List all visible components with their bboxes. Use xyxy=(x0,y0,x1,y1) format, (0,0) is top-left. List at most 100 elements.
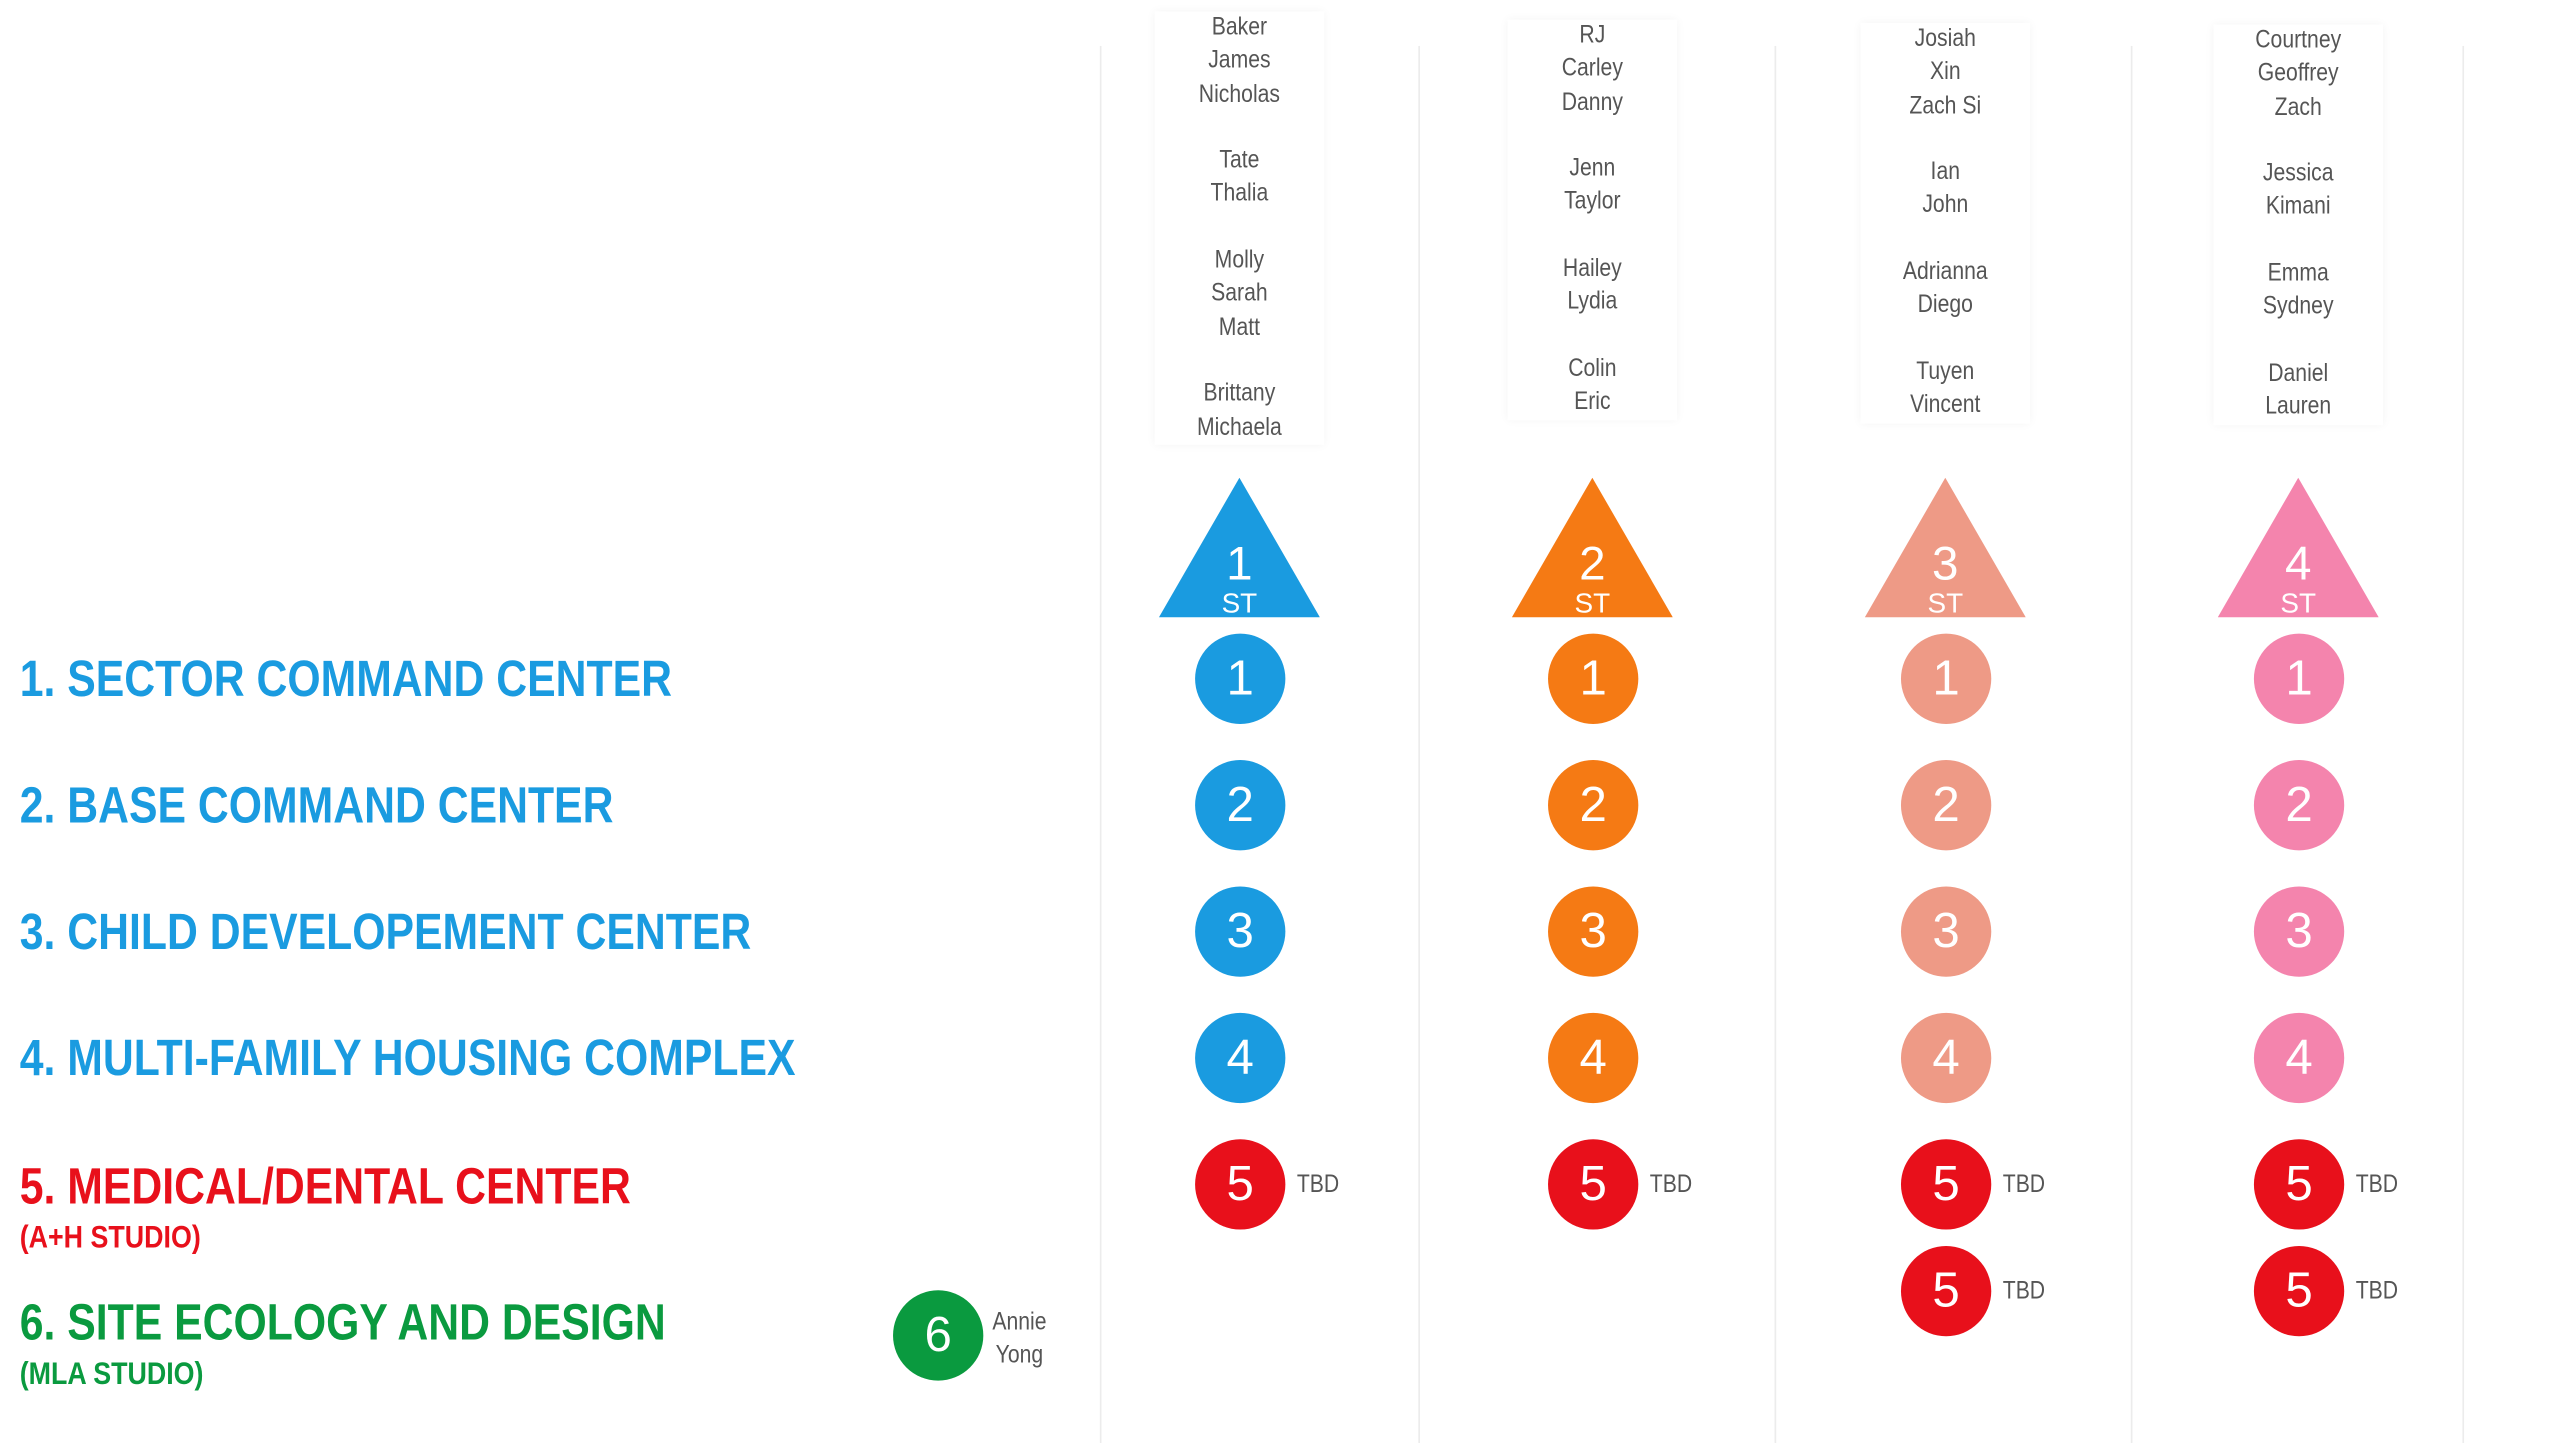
project-circle-3: 3 xyxy=(1195,886,1286,977)
studio-triangle-shape xyxy=(1158,477,1320,618)
team-member-name: Danny xyxy=(1561,87,1623,116)
team-member-name: Matt xyxy=(1218,313,1261,341)
team-member-name: Sarah xyxy=(1211,279,1268,308)
column-divider xyxy=(1774,45,1777,1443)
name-spacer xyxy=(1861,323,2030,356)
project-circle-2: 2 xyxy=(1195,760,1286,851)
team-member-name: Lydia xyxy=(1567,287,1618,316)
team-member-name: Courtney xyxy=(2255,26,2342,55)
studio-number-suffix: ST xyxy=(1222,587,1258,618)
project-circle-3: 3 xyxy=(1900,886,1992,977)
project-label-medical-dental-center: 5. MEDICAL/DENTAL CENTER xyxy=(19,1157,631,1215)
studio-triangle: 4ST xyxy=(2217,477,2379,618)
column-divider xyxy=(2130,45,2133,1443)
tbd-label: TBD xyxy=(1649,1170,1693,1199)
project-circle-4: 4 xyxy=(2253,1012,2345,1104)
project-sublabel-ah-studio: (A+H STUDIO) xyxy=(19,1221,201,1256)
project-circle-1: 1 xyxy=(2253,633,2345,724)
studio-triangle: 1ST xyxy=(1158,477,1320,618)
site-ecology-names: Annie Yong xyxy=(978,1307,1060,1373)
team-member-name: John xyxy=(1922,191,1969,220)
team-member-name: Thalia xyxy=(1210,179,1269,208)
team-member-name: Vincent xyxy=(1910,391,1981,420)
project-label-base-command-center: 2. BASE COMMAND CENTER xyxy=(19,776,614,834)
studio-triangle: 3ST xyxy=(1864,477,2026,618)
studio-triangle: 2ST xyxy=(1511,477,1673,618)
team-member-name: Colin xyxy=(1568,354,1617,383)
medical-circle-5: 5 xyxy=(1900,1245,1992,1337)
studio-team-names: Baker James Nicholas Tate Thalia Molly Sarah Ma… xyxy=(1154,11,1325,445)
name-spacer xyxy=(1155,345,1324,378)
team-member-name: Michaela xyxy=(1197,412,1282,441)
team-member-name: Sydney xyxy=(2262,292,2334,321)
studio-number: 3 xyxy=(1932,537,1958,590)
medical-circle-5: 5 xyxy=(1195,1139,1286,1230)
project-circle-1: 1 xyxy=(1195,633,1286,724)
project-circle-2: 2 xyxy=(2253,760,2345,851)
project-sublabel-mla-studio: (MLA STUDIO) xyxy=(19,1357,204,1393)
name-spacer xyxy=(2214,324,2383,357)
medical-circle-5: 5 xyxy=(1548,1139,1639,1230)
project-circle-3: 3 xyxy=(1548,886,1639,977)
team-member-name: Lauren xyxy=(2265,392,2332,421)
studio-team-names: Josiah Xin Zach Si Ian John Adrianna Diego Tuye… xyxy=(1860,22,2031,423)
team-member-name: Geoffrey xyxy=(2257,59,2339,88)
team-member-name: Emma xyxy=(2267,259,2329,288)
team-member-name: Jessica xyxy=(2262,159,2334,188)
project-circle-1: 1 xyxy=(1900,633,1992,724)
team-member-name: Adrianna xyxy=(1902,257,1988,286)
name-spacer xyxy=(1155,111,1324,144)
project-label-site-ecology: 6. SITE ECOLOGY AND DESIGN xyxy=(19,1293,666,1352)
studio-number-suffix: ST xyxy=(1575,587,1611,618)
studio-triangle-shape xyxy=(1864,477,2026,618)
team-member-name: Zach xyxy=(2274,92,2322,121)
team-member-name: Baker xyxy=(1211,13,1268,42)
team-member-name: Nicholas xyxy=(1198,79,1281,108)
medical-circle-5: 5 xyxy=(2253,1245,2345,1337)
name-spacer xyxy=(1861,123,2030,156)
column-divider xyxy=(1418,45,1420,1443)
project-label-multi-family-housing: 4. MULTI-FAMILY HOUSING COMPLEX xyxy=(19,1029,796,1087)
site-ecology-circle: 6 xyxy=(893,1290,984,1381)
column-divider xyxy=(1099,45,1102,1443)
name-spacer xyxy=(1508,220,1677,253)
team-member-name: Daniel xyxy=(2268,359,2329,388)
team-member-name: Carley xyxy=(1561,54,1623,83)
studio-team-names: Courtney Geoffrey Zach Jessica Kimani Emma Syd… xyxy=(2213,24,2383,425)
team-member-name: Josiah xyxy=(1914,24,1976,53)
team-member-name: Diego xyxy=(1917,291,1973,320)
name-spacer xyxy=(1155,211,1324,244)
team-member-name: Kimani xyxy=(2265,192,2331,221)
column-divider xyxy=(2462,45,2465,1443)
project-circle-4: 4 xyxy=(1900,1012,1992,1104)
team-member-name: Xin xyxy=(1929,57,1961,86)
team-member-name: Brittany xyxy=(1203,379,1276,408)
studio-number: 4 xyxy=(2285,537,2311,590)
studio-number-suffix: ST xyxy=(1927,587,1963,618)
team-member-name: Molly xyxy=(1214,246,1265,275)
name-spacer xyxy=(2214,225,2383,258)
team-member-name: Eric xyxy=(1574,387,1611,416)
studio-triangle-shape xyxy=(2217,477,2379,618)
project-circle-1: 1 xyxy=(1548,633,1639,724)
name-spacer xyxy=(1508,320,1677,353)
team-member-name: Annie xyxy=(992,1308,1047,1337)
studio-number-suffix: ST xyxy=(2280,587,2316,618)
team-member-name: Tuyen xyxy=(1916,357,1975,386)
name-spacer xyxy=(1508,120,1677,153)
project-circle-2: 2 xyxy=(1548,760,1639,851)
team-member-name: James xyxy=(1208,46,1271,75)
team-member-name: Yong xyxy=(995,1341,1044,1370)
team-member-name: Zach Si xyxy=(1909,91,1982,120)
team-member-name: RJ xyxy=(1579,21,1606,50)
project-circle-3: 3 xyxy=(2253,886,2345,977)
studio-triangle-shape xyxy=(1511,477,1673,618)
name-spacer xyxy=(2214,125,2383,158)
project-circle-2: 2 xyxy=(1900,760,1992,851)
name-spacer xyxy=(1861,223,2030,256)
project-circle-4: 4 xyxy=(1195,1012,1286,1104)
tbd-label: TBD xyxy=(1296,1170,1340,1199)
studio-number: 2 xyxy=(1579,537,1605,590)
medical-circle-5: 5 xyxy=(1900,1139,1992,1230)
project-label-sector-command-center: 1. SECTOR COMMAND CENTER xyxy=(19,650,673,708)
